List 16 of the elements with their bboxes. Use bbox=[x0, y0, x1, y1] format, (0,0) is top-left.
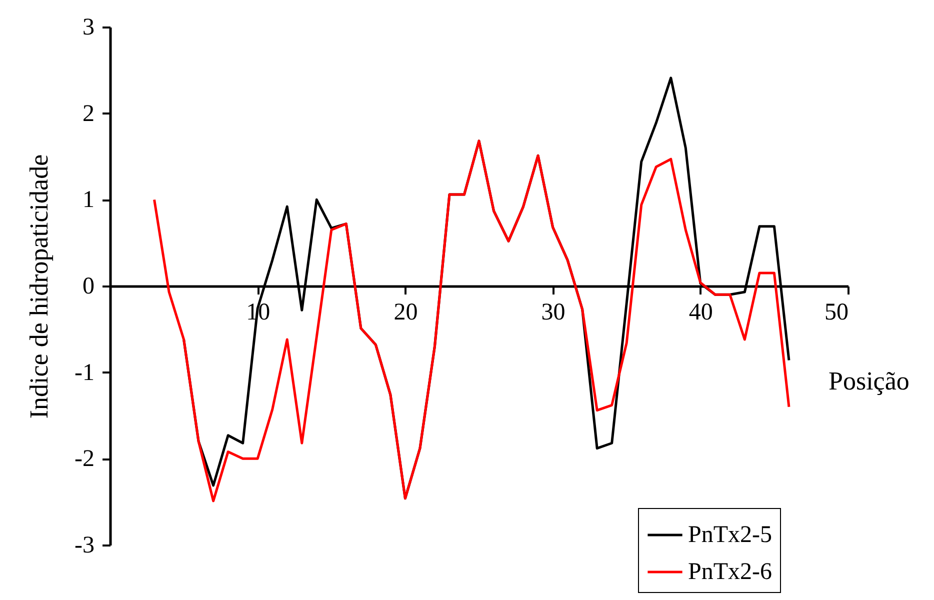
y-tick-label: -3 bbox=[74, 532, 94, 558]
x-tick-label: 30 bbox=[541, 300, 566, 326]
y-tick-label: -2 bbox=[74, 446, 94, 472]
x-tick-label: 20 bbox=[394, 300, 418, 326]
line-series bbox=[153, 140, 790, 502]
x-tick-label: 50 bbox=[824, 300, 848, 326]
y-tick-label: -1 bbox=[74, 360, 94, 386]
y-tick-label: 2 bbox=[82, 100, 94, 127]
y-tick-label: 1 bbox=[82, 187, 94, 214]
y-axis-title: Indice de hidropaticidade bbox=[24, 154, 54, 419]
x-axis-title: Posição bbox=[828, 366, 910, 396]
x-tick-label: 40 bbox=[688, 300, 713, 326]
y-tick-label: 3 bbox=[82, 14, 94, 40]
legend-label: PnTx2-6 bbox=[688, 559, 772, 585]
y-tick-label: 0 bbox=[82, 274, 94, 300]
legend-label: PnTx2-5 bbox=[688, 522, 772, 548]
